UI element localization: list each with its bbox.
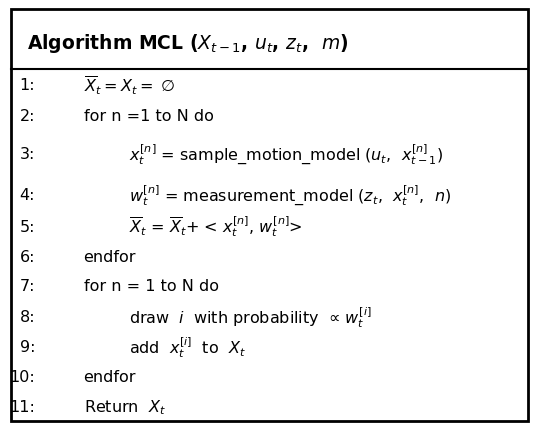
Text: 6:: 6: (20, 250, 35, 264)
FancyBboxPatch shape (11, 9, 528, 421)
Text: 7:: 7: (20, 280, 35, 294)
Text: $\overline{X}_t$ = $\overline{X}_t$+ < $x_t^{[n]}$, $w_t^{[n]}$>: $\overline{X}_t$ = $\overline{X}_t$+ < $… (130, 215, 303, 240)
Text: 11:: 11: (9, 400, 35, 415)
Text: Algorithm MCL ($X_{t-1}$, $u_t$, $z_t$,  $m$): Algorithm MCL ($X_{t-1}$, $u_t$, $z_t$, … (27, 32, 349, 55)
Text: $w_t^{[n]}$ = measurement_model ($z_t$,  $x_t^{[n]}$,  $n$): $w_t^{[n]}$ = measurement_model ($z_t$, … (130, 184, 451, 208)
Text: $\overline{X}_t= X_t=$ ∅: $\overline{X}_t= X_t=$ ∅ (83, 75, 175, 97)
Text: Return  $X_t$: Return $X_t$ (83, 398, 165, 417)
Text: 1:: 1: (20, 79, 35, 93)
Text: 5:: 5: (20, 220, 35, 234)
Text: $x_t^{[n]}$ = sample_motion_model ($u_t$,  $x_{t-1}^{[n]}$): $x_t^{[n]}$ = sample_motion_model ($u_t$… (130, 143, 443, 167)
Text: 4:: 4: (20, 188, 35, 203)
Text: 8:: 8: (20, 310, 35, 325)
Text: add  $x_t^{[i]}$  to  $X_t$: add $x_t^{[i]}$ to $X_t$ (130, 335, 246, 360)
Text: draw  $i$  with probability  ∝ $w_t^{[i]}$: draw $i$ with probability ∝ $w_t^{[i]}$ (130, 305, 372, 330)
Text: 9:: 9: (20, 340, 35, 355)
Text: for n = 1 to N do: for n = 1 to N do (83, 280, 218, 294)
Text: endfor: endfor (83, 250, 136, 264)
Text: for n =1 to N do: for n =1 to N do (83, 109, 214, 123)
Text: endfor: endfor (83, 370, 136, 385)
Text: 2:: 2: (20, 109, 35, 123)
Text: 10:: 10: (9, 370, 35, 385)
Text: 3:: 3: (20, 147, 35, 162)
